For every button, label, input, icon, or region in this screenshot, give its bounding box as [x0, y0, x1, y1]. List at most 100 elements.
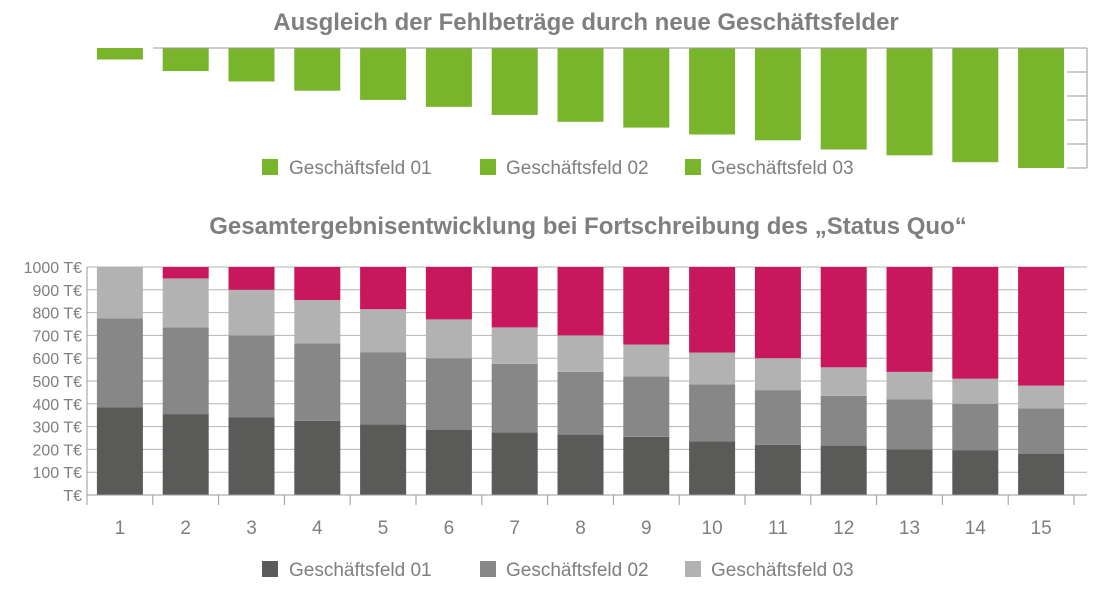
bottom-bar-3-segment-1	[228, 417, 275, 495]
bottom-bar-12-segment-4	[820, 267, 867, 368]
bottom-bar-9-segment-2	[623, 376, 670, 437]
bottom-y-tick-label: 200 T€	[32, 442, 82, 459]
bottom-bar-10-segment-2	[689, 384, 736, 442]
bottom-bar-6-segment-1	[425, 430, 472, 495]
bottom-bar-15-segment-4	[1018, 267, 1065, 386]
bottom-y-tick-label: 700 T€	[32, 328, 82, 345]
bottom-bar-2-segment-1	[162, 414, 209, 495]
bottom-bar-11-segment-2	[754, 390, 801, 445]
bottom-bar-14-segment-2	[952, 403, 999, 451]
top-bar-14	[952, 48, 999, 163]
bottom-bar-7-segment-2	[491, 363, 538, 433]
bottom-bar-13-segment-2	[886, 399, 933, 450]
bottom-bar-2-segment-2	[162, 327, 209, 414]
bottom-x-tick-label: 6	[444, 518, 455, 539]
bottom-y-tick-label: 400 T€	[32, 397, 82, 414]
bottom-y-tick-label: 900 T€	[32, 283, 82, 300]
top-chart-axis	[153, 47, 1088, 169]
top-bar-13	[886, 48, 933, 156]
legend-label-bottom-1: Geschäftsfeld 01	[289, 560, 432, 581]
bottom-bar-12-segment-2	[820, 395, 867, 446]
bottom-bar-13-segment-4	[886, 267, 933, 372]
bottom-chart-title: Gesamtergebnisentwicklung bei Fortschrei…	[209, 213, 966, 240]
bottom-bar-1-segment-2	[96, 318, 143, 408]
top-bar-8	[557, 48, 604, 122]
bottom-x-tick-label: 11	[768, 518, 788, 539]
bottom-x-tick-label: 2	[180, 518, 191, 539]
bottom-bar-13-segment-3	[886, 371, 933, 400]
legend-swatch-top-1	[262, 159, 278, 175]
legend-label-top-2: Geschäftsfeld 02	[506, 158, 649, 179]
bottom-bar-8-segment-1	[557, 434, 604, 495]
bottom-bar-7-segment-1	[491, 432, 538, 495]
top-bar-5	[360, 48, 407, 100]
bottom-x-tick-label: 7	[509, 518, 520, 539]
bottom-x-tick-label: 4	[312, 518, 323, 539]
top-bar-3	[228, 48, 275, 82]
bottom-bar-15-segment-2	[1018, 408, 1065, 454]
bottom-bar-4-segment-3	[294, 300, 341, 344]
legend-label-top-3: Geschäftsfeld 03	[711, 158, 854, 179]
bottom-bar-15-segment-1	[1018, 454, 1065, 495]
bottom-y-tick-label: 1000 T€	[24, 260, 83, 277]
bottom-y-tick-label: 100 T€	[32, 465, 82, 482]
bottom-y-tick-label: 600 T€	[32, 351, 82, 368]
bottom-bar-11-segment-3	[754, 358, 801, 391]
bottom-bar-6-segment-4	[425, 267, 472, 320]
top-bar-9	[623, 48, 670, 128]
bottom-bar-6-segment-2	[425, 358, 472, 430]
bottom-bar-14-segment-4	[952, 267, 999, 379]
bottom-x-tick-label: 14	[965, 518, 987, 539]
bottom-bar-9-segment-1	[623, 436, 670, 495]
bottom-bar-10-segment-1	[689, 441, 736, 495]
bottom-bar-14-segment-1	[952, 450, 999, 495]
bottom-chart-legend: Geschäftsfeld 01 Geschäftsfeld 02 Geschä…	[262, 560, 854, 581]
legend-label-top-1: Geschäftsfeld 01	[289, 158, 432, 179]
bottom-x-tick-label: 10	[702, 518, 723, 539]
legend-swatch-bottom-2	[480, 561, 496, 577]
bottom-bar-5-segment-3	[360, 309, 407, 353]
legend-swatch-bottom-1	[262, 561, 278, 577]
bottom-bar-10-segment-4	[689, 267, 736, 353]
bottom-bar-11-segment-4	[754, 267, 801, 359]
top-chart-title: Ausgleich der Fehlbeträge durch neue Ges…	[273, 9, 899, 36]
bottom-x-tick-label: 3	[246, 518, 257, 539]
top-bar-1	[96, 48, 143, 60]
bottom-y-tick-label: 500 T€	[32, 374, 82, 391]
bottom-bar-9-segment-3	[623, 344, 670, 377]
bottom-bar-12-segment-3	[820, 367, 867, 396]
bottom-bar-5-segment-1	[360, 424, 407, 495]
top-bar-4	[294, 48, 341, 91]
top-bar-12	[820, 48, 867, 150]
bottom-bar-10-segment-3	[689, 352, 736, 385]
bottom-bar-3-segment-3	[228, 289, 275, 336]
bottom-bar-4-segment-4	[294, 267, 341, 301]
bottom-bar-5-segment-4	[360, 267, 407, 310]
top-bar-10	[689, 48, 736, 135]
bottom-bar-5-segment-2	[360, 352, 407, 425]
bottom-bar-7-segment-4	[491, 267, 538, 328]
legend-swatch-top-2	[480, 159, 496, 175]
top-bar-6	[425, 48, 472, 107]
bottom-x-tick-label: 5	[378, 518, 389, 539]
legend-label-bottom-3: Geschäftsfeld 03	[711, 560, 854, 581]
legend-label-bottom-2: Geschäftsfeld 02	[506, 560, 649, 581]
bottom-bar-4-segment-1	[294, 420, 341, 495]
bottom-bar-1-segment-1	[96, 407, 143, 495]
bottom-x-tick-label: 1	[115, 518, 126, 539]
bottom-bar-6-segment-3	[425, 319, 472, 359]
bottom-bar-13-segment-1	[886, 449, 933, 495]
legend-swatch-top-3	[685, 159, 701, 175]
bottom-x-tick-label: 12	[833, 518, 854, 539]
bottom-x-tick-label: 9	[641, 518, 652, 539]
bottom-chart: Gesamtergebnisentwicklung bei Fortschrei…	[24, 213, 1087, 581]
bottom-bar-3-segment-2	[228, 335, 275, 418]
top-bar-2	[162, 48, 209, 72]
bottom-y-tick-label: 300 T€	[32, 420, 82, 437]
bottom-y-tick-label: T€	[63, 488, 82, 505]
top-chart: Ausgleich der Fehlbeträge durch neue Ges…	[96, 9, 1088, 179]
bottom-chart-axis: T€ 100 T€ 200 T€ 300 T€ 400 T€ 500 T€ 600 T€ 70…	[24, 260, 1087, 539]
bottom-bar-2-segment-3	[162, 278, 209, 328]
top-bar-7	[491, 48, 538, 115]
